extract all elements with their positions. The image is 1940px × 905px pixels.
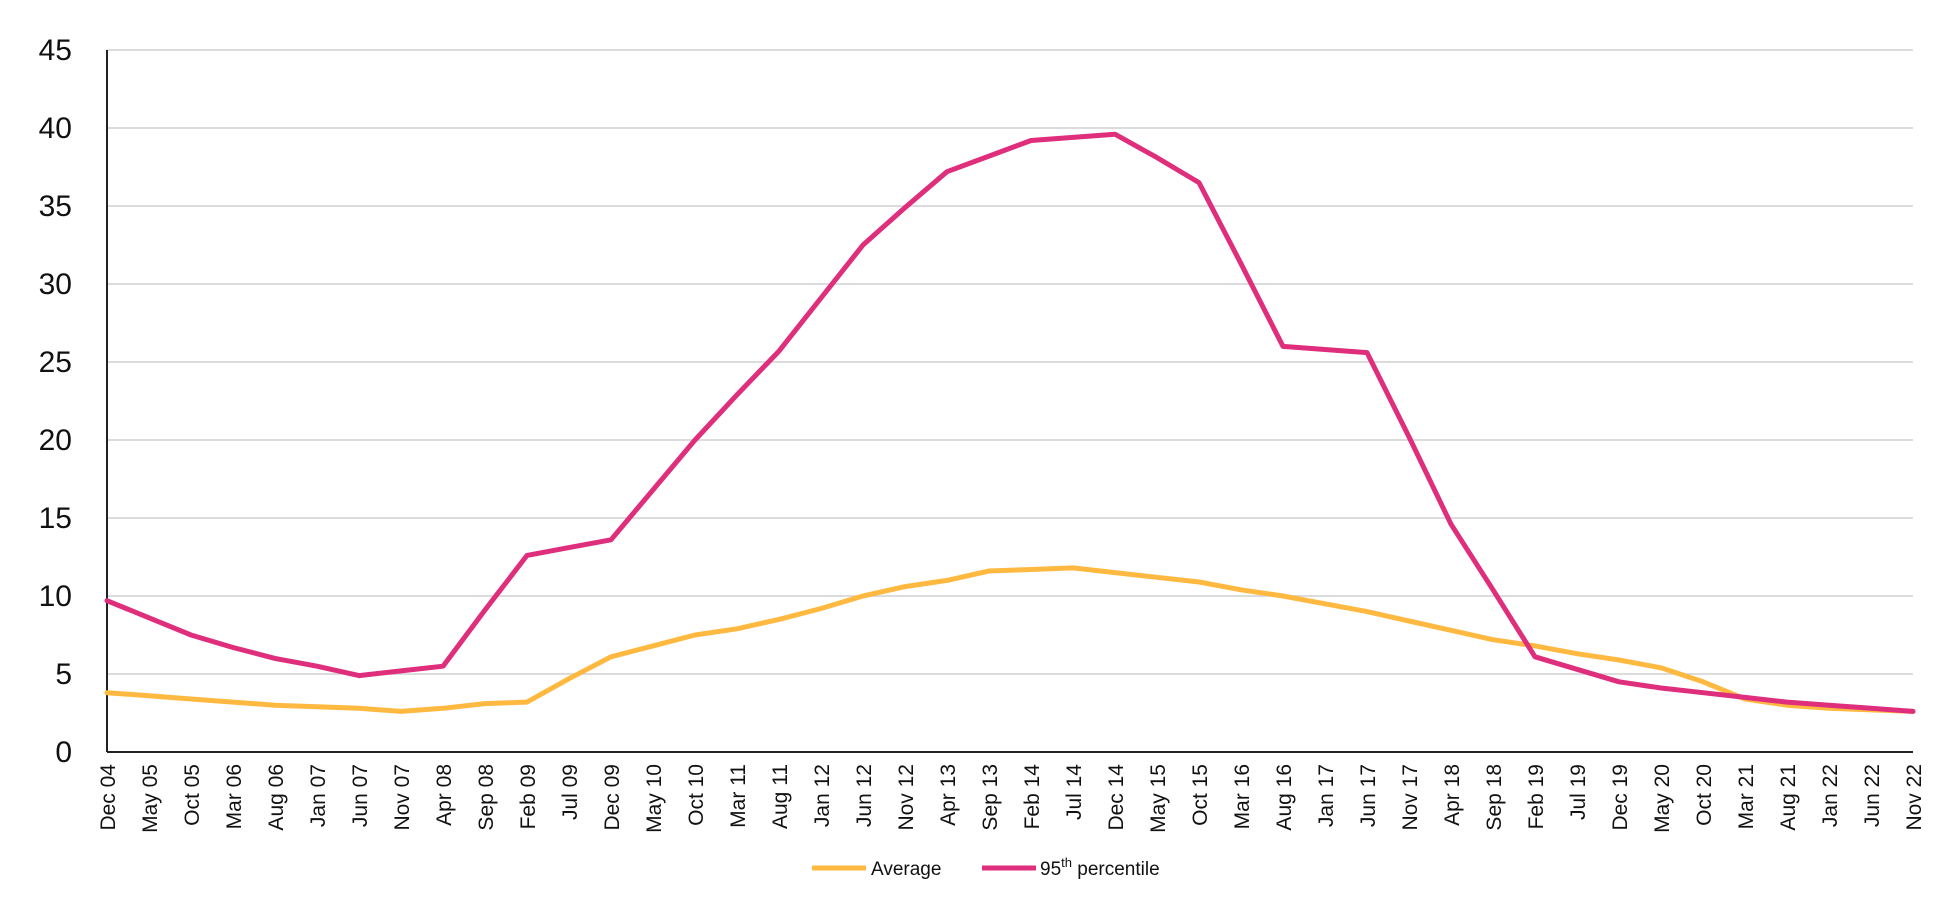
- x-tick-label: Mar 11: [727, 764, 750, 828]
- y-tick-label: 10: [39, 580, 72, 613]
- x-axis-ticks: Dec 04 May 05 Oct 05 Mar 06 Aug 06 Jan 07 Jun …: [97, 764, 1926, 833]
- x-tick-label: Dec 09: [601, 764, 624, 831]
- x-tick-label: Jan 22: [1819, 764, 1842, 827]
- x-tick-label: Jun 22: [1861, 764, 1884, 827]
- x-tick-label: Jul 14: [1063, 764, 1086, 820]
- x-tick-label: Dec 14: [1105, 764, 1128, 831]
- x-tick-label: Aug 16: [1273, 764, 1296, 831]
- x-tick-label: Jan 07: [307, 764, 330, 827]
- x-tick-label: Nov 22: [1903, 764, 1926, 831]
- y-tick-label: 25: [39, 346, 72, 379]
- x-tick-label: Feb 09: [517, 764, 540, 829]
- x-tick-label: Jan 17: [1315, 764, 1338, 827]
- legend-label-95th-percentile: 95th percentile: [1040, 855, 1160, 880]
- x-tick-label: Feb 14: [1021, 764, 1044, 830]
- x-tick-label: Oct 15: [1189, 764, 1212, 826]
- y-tick-label: 20: [39, 424, 72, 457]
- y-tick-label: 0: [55, 736, 72, 769]
- y-tick-label: 30: [39, 268, 72, 301]
- x-tick-label: Feb 19: [1525, 764, 1548, 829]
- x-tick-label: Dec 19: [1609, 764, 1632, 831]
- x-tick-label: Sep 08: [475, 764, 498, 831]
- x-tick-label: Mar 21: [1735, 764, 1758, 829]
- x-tick-label: Oct 20: [1693, 764, 1716, 826]
- x-tick-label: Jun 17: [1357, 764, 1380, 827]
- series-line-average: [104, 565, 1916, 714]
- x-tick-label: Jun 12: [853, 764, 876, 827]
- x-tick-label: Apr 18: [1441, 764, 1464, 826]
- x-tick-label: Oct 05: [181, 764, 204, 826]
- x-tick-label: Mar 06: [223, 764, 246, 829]
- x-tick-label: Aug 21: [1777, 764, 1800, 831]
- y-tick-label: 35: [39, 190, 72, 223]
- x-tick-label: May 20: [1651, 764, 1674, 833]
- legend: Average 95th percentile: [812, 855, 1160, 880]
- gridlines: [107, 49, 1913, 675]
- x-tick-label: Nov 17: [1399, 764, 1422, 831]
- x-tick-label: Apr 08: [433, 764, 456, 826]
- x-tick-label: Dec 04: [97, 764, 120, 831]
- legend-label-95th-sup: th: [1061, 855, 1072, 870]
- x-tick-label: Jun 07: [349, 764, 372, 827]
- legend-label-95th-rest: percentile: [1072, 859, 1160, 880]
- x-tick-label: Jul 19: [1567, 764, 1590, 820]
- x-tick-label: Aug 11: [769, 764, 792, 829]
- x-tick-label: Jul 09: [559, 764, 582, 820]
- x-tick-label: Nov 12: [895, 764, 918, 831]
- series-line-95th-percentile: [104, 131, 1916, 714]
- series-lines: [104, 131, 1916, 714]
- x-tick-label: Aug 06: [265, 764, 288, 831]
- x-tick-label: Mar 16: [1231, 764, 1254, 829]
- legend-label-average: Average: [871, 859, 941, 880]
- x-tick-label: Sep 13: [979, 764, 1002, 831]
- x-tick-label: Oct 10: [685, 764, 708, 826]
- y-tick-label: 40: [39, 112, 72, 145]
- y-tick-label: 45: [39, 34, 72, 67]
- y-tick-label: 15: [39, 502, 72, 535]
- x-tick-label: May 15: [1147, 764, 1170, 833]
- x-tick-label: May 05: [139, 764, 162, 833]
- y-tick-label: 5: [55, 658, 72, 691]
- x-tick-label: May 10: [643, 764, 666, 833]
- axes: [106, 50, 1913, 753]
- x-tick-label: Apr 13: [937, 764, 960, 826]
- x-tick-label: Nov 07: [391, 764, 414, 831]
- x-tick-label: Sep 18: [1483, 764, 1506, 831]
- legend-label-95th-base: 95: [1040, 859, 1061, 880]
- y-axis-ticks: 0 5 10 15 20 25 30 35 40 45: [39, 34, 72, 769]
- x-tick-label: Jan 12: [811, 764, 834, 827]
